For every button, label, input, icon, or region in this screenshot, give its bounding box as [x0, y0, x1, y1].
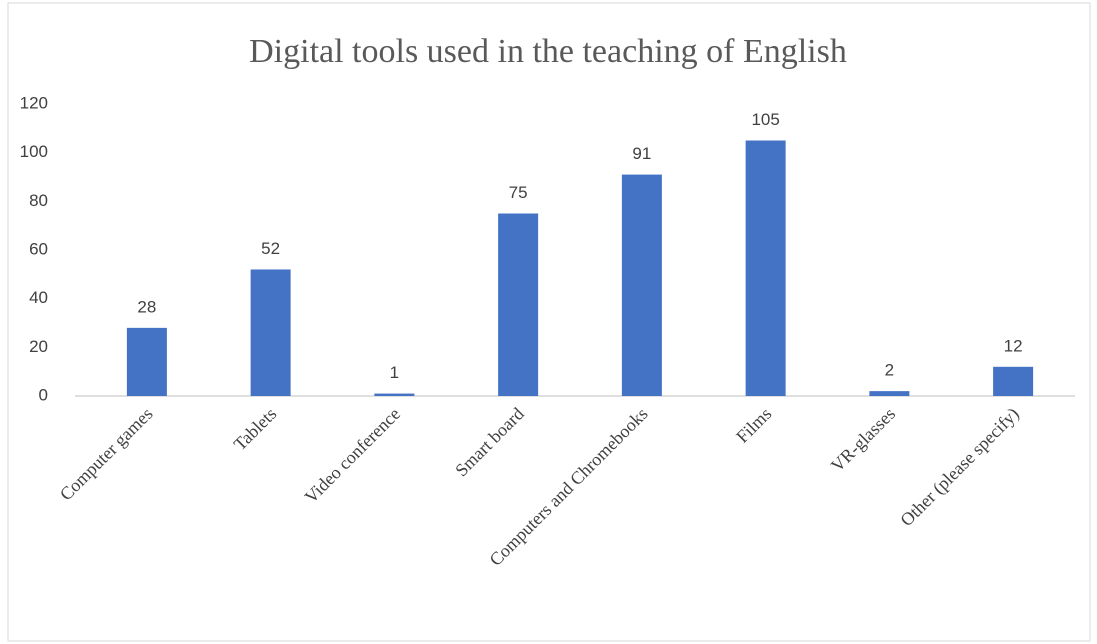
data-label: 105 — [751, 110, 779, 129]
chart-border — [7, 2, 1091, 642]
data-label: 75 — [509, 183, 528, 202]
data-label: 2 — [885, 361, 894, 380]
bar — [869, 391, 910, 396]
data-label: 52 — [261, 239, 280, 258]
data-label: 91 — [632, 144, 651, 163]
y-tick-label: 40 — [29, 288, 48, 307]
data-label: 12 — [1004, 336, 1023, 355]
bar — [374, 393, 415, 396]
y-tick-label: 60 — [29, 239, 48, 258]
bar — [498, 213, 539, 396]
data-label: 28 — [137, 297, 156, 316]
data-label: 1 — [390, 363, 399, 382]
y-tick-label: 20 — [29, 337, 48, 356]
y-tick-label: 0 — [39, 385, 48, 404]
chart-title: Digital tools used in the teaching of En… — [249, 33, 847, 70]
y-tick-label: 100 — [20, 142, 48, 161]
bar — [993, 366, 1034, 396]
y-tick-label: 80 — [29, 191, 48, 210]
bar — [126, 327, 167, 396]
y-tick-label: 120 — [20, 93, 48, 112]
bar — [621, 174, 662, 396]
bar — [250, 269, 291, 396]
bar — [745, 140, 786, 396]
